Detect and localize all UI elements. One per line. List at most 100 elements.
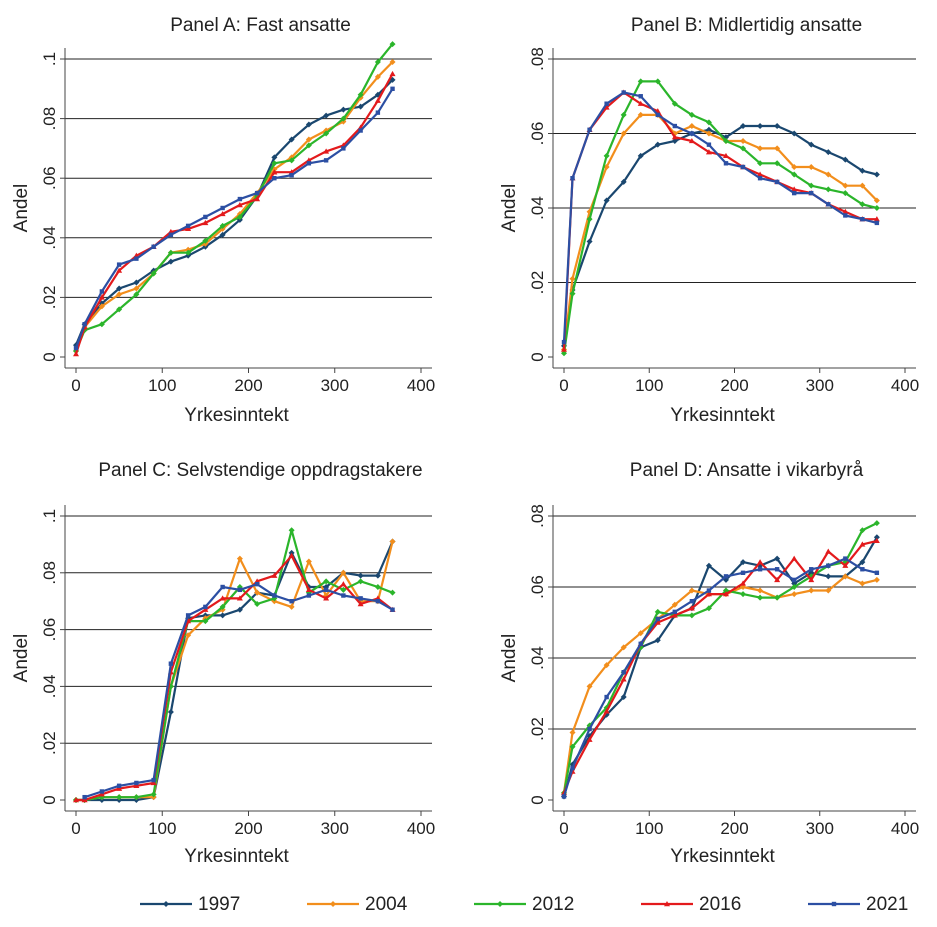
data-point [586, 736, 593, 742]
data-point [774, 123, 781, 130]
data-point [873, 576, 880, 583]
data-point [98, 791, 105, 797]
data-point [620, 694, 627, 701]
x-tick-label: 100 [635, 376, 663, 395]
data-point [202, 618, 209, 625]
panel-title: Panel A: Fast ansatte [170, 15, 351, 36]
data-point [706, 588, 712, 593]
data-point [757, 567, 763, 572]
data-point [570, 765, 575, 771]
data-point [705, 149, 712, 155]
data-point [740, 591, 747, 598]
data-point [603, 104, 610, 110]
data-point [705, 130, 712, 137]
data-point [323, 130, 330, 137]
data-point [859, 167, 866, 174]
y-axis-title: Andel [11, 184, 32, 233]
y-tick-label: .06 [528, 575, 547, 599]
data-point [150, 779, 157, 786]
series-line-2016 [76, 554, 394, 802]
y-axis-title: Andel [11, 634, 32, 683]
legend-label: 2016 [699, 894, 741, 915]
data-point [859, 580, 866, 587]
x-tick-label: 300 [806, 819, 834, 838]
data-point [842, 562, 849, 568]
data-point [569, 743, 576, 750]
data-point [99, 789, 105, 794]
data-point [374, 572, 381, 579]
legend-label: 2021 [866, 894, 908, 915]
data-point [219, 612, 226, 619]
data-point [341, 146, 346, 151]
data-point [288, 157, 295, 164]
data-point [620, 644, 627, 651]
legend-swatch-marker [664, 901, 670, 907]
data-point [688, 137, 695, 144]
data-point [791, 130, 798, 137]
data-point [774, 576, 781, 583]
data-point [73, 345, 79, 351]
data-point [219, 595, 226, 601]
data-point [740, 137, 747, 144]
data-point [133, 794, 140, 801]
data-point [272, 176, 277, 181]
series-2021 [73, 86, 395, 351]
legend-label: 2012 [532, 894, 574, 915]
data-point [237, 196, 243, 202]
data-point [323, 112, 330, 119]
data-point [825, 149, 832, 156]
y-tick-label: .06 [528, 122, 547, 146]
data-point [168, 661, 174, 666]
x-tick-label: 400 [891, 819, 919, 838]
data-point [808, 141, 815, 148]
data-point [671, 134, 678, 140]
data-point [305, 142, 312, 149]
data-point [774, 160, 781, 167]
panel-title: Panel B: Midlertidig ansatte [631, 15, 862, 36]
data-point [706, 142, 712, 147]
x-tick-label: 200 [720, 819, 748, 838]
data-point [219, 231, 226, 238]
data-point [133, 279, 140, 286]
data-point [603, 662, 610, 669]
x-axis-title: Yrkesinntekt [184, 846, 289, 867]
data-point [688, 123, 695, 130]
data-point [654, 78, 661, 85]
data-point [791, 555, 798, 561]
data-point [202, 219, 209, 226]
data-point [323, 578, 330, 585]
y-axis-title: Andel [499, 184, 520, 233]
y-tick-label: .1 [40, 52, 59, 66]
data-point [389, 58, 396, 65]
x-tick-label: 0 [71, 376, 80, 395]
y-tick-label: 0 [528, 795, 547, 804]
data-point [722, 152, 729, 159]
y-tick-label: .08 [40, 107, 59, 131]
y-tick-label: .04 [40, 226, 59, 250]
data-point [203, 214, 208, 220]
panel-title: Panel C: Selvstendige oppdragstakere [98, 460, 422, 481]
data-point [620, 676, 627, 682]
x-tick-label: 400 [407, 376, 435, 395]
data-point [603, 152, 610, 159]
data-point [357, 578, 364, 585]
data-point [637, 152, 644, 159]
data-point [757, 587, 764, 594]
data-point [219, 603, 226, 610]
data-point [705, 562, 712, 569]
data-point [288, 603, 295, 610]
data-point [569, 729, 576, 736]
x-tick-label: 400 [891, 376, 919, 395]
data-point [843, 556, 848, 561]
data-point [561, 350, 567, 357]
legend: 1997 2004 2012 2016 2021 [140, 894, 908, 915]
y-tick-label: .08 [528, 504, 547, 528]
data-point [740, 570, 746, 575]
data-point [705, 126, 712, 133]
x-axis-title: Yrkesinntekt [670, 846, 775, 867]
data-point [740, 164, 746, 170]
data-point [357, 572, 364, 579]
panel-c: Panel C: Selvstendige oppdragstakere 0 .02… [11, 460, 435, 867]
legend-item-2012: 2012 [474, 894, 574, 915]
data-point [604, 101, 609, 106]
